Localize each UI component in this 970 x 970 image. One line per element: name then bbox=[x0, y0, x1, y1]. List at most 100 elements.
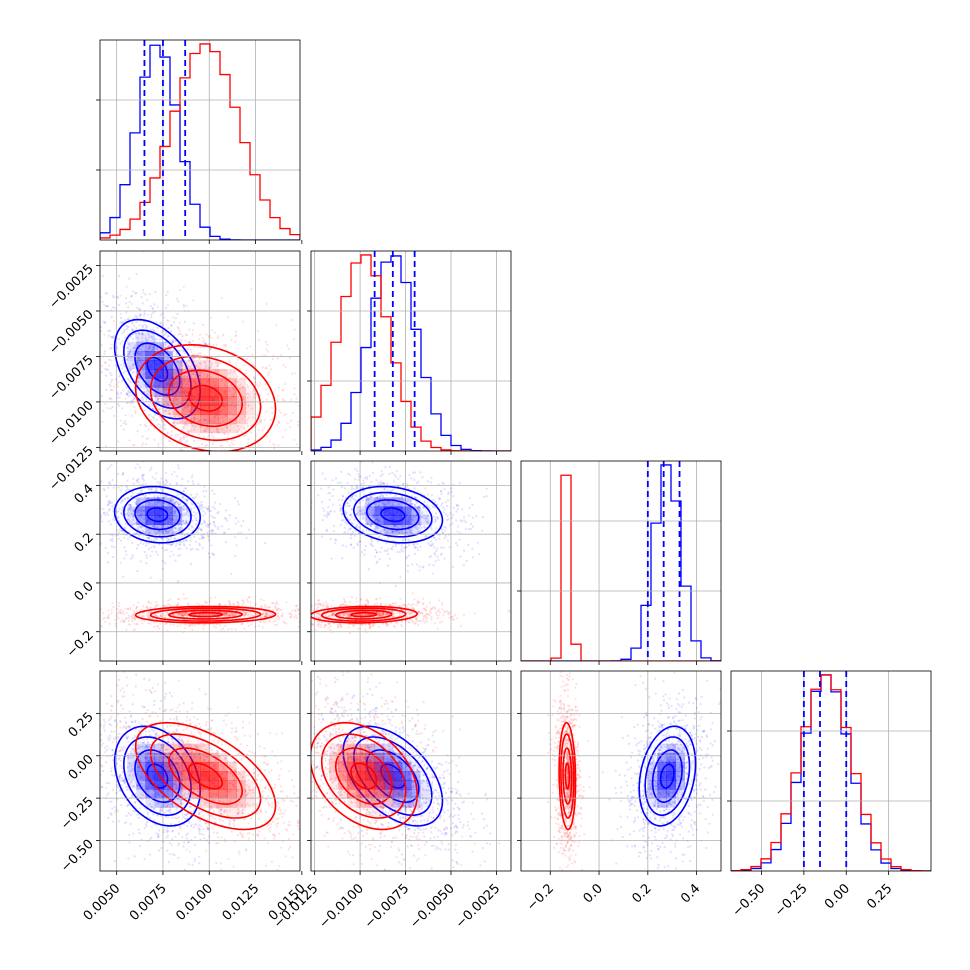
density-bin bbox=[145, 351, 155, 361]
sample-point bbox=[350, 508, 354, 512]
sample-point bbox=[364, 511, 367, 514]
sample-point bbox=[244, 613, 247, 616]
sample-point bbox=[130, 332, 134, 335]
sample-point bbox=[184, 487, 187, 490]
scatter-panel-1-0: −0.0125−0.0100−0.0075−0.0050−0.0025 bbox=[46, 250, 319, 494]
sample-point bbox=[341, 557, 344, 560]
sample-point bbox=[184, 611, 187, 614]
sample-point bbox=[112, 306, 115, 309]
sample-point bbox=[364, 518, 367, 521]
sample-point bbox=[129, 504, 132, 507]
sample-point bbox=[203, 375, 206, 378]
sample-point bbox=[150, 461, 152, 463]
sample-point bbox=[165, 530, 168, 533]
sample-point bbox=[126, 607, 130, 610]
sample-point bbox=[261, 366, 264, 369]
sample-point bbox=[266, 393, 269, 396]
panel-content bbox=[311, 251, 511, 451]
sample-point bbox=[128, 535, 131, 539]
sample-point bbox=[442, 546, 445, 550]
sample-point bbox=[157, 408, 160, 411]
sample-point bbox=[160, 503, 163, 506]
sample-point bbox=[141, 442, 145, 445]
sample-point bbox=[210, 514, 213, 517]
sample-point bbox=[236, 375, 239, 378]
sample-point bbox=[304, 615, 306, 617]
sample-point bbox=[142, 530, 145, 533]
sample-point bbox=[462, 519, 466, 522]
sample-point bbox=[104, 368, 107, 371]
sample-point bbox=[365, 496, 368, 499]
sample-point bbox=[133, 444, 136, 447]
density-bin bbox=[181, 423, 192, 434]
sample-point bbox=[172, 421, 175, 425]
sample-point bbox=[428, 544, 431, 547]
sample-point bbox=[264, 611, 267, 614]
sample-point bbox=[317, 372, 319, 374]
sample-point bbox=[107, 501, 110, 504]
sample-point bbox=[152, 417, 155, 420]
sample-point bbox=[148, 493, 152, 496]
sample-point bbox=[169, 405, 173, 408]
sample-point bbox=[242, 426, 246, 429]
sample-point bbox=[229, 603, 232, 606]
sample-point bbox=[188, 367, 191, 370]
sample-point bbox=[174, 531, 178, 534]
sample-point bbox=[128, 301, 131, 304]
sample-point bbox=[413, 504, 417, 507]
sample-point bbox=[158, 395, 161, 398]
sample-point bbox=[401, 525, 404, 528]
sample-point bbox=[112, 336, 115, 339]
sample-point bbox=[394, 525, 397, 528]
sample-point bbox=[203, 520, 207, 524]
sample-point bbox=[308, 613, 310, 615]
sample-point bbox=[177, 602, 180, 605]
sample-point bbox=[131, 322, 134, 325]
sample-point bbox=[151, 385, 154, 388]
sample-point bbox=[221, 627, 225, 630]
sample-point bbox=[426, 493, 430, 496]
sample-point bbox=[344, 513, 348, 516]
sample-point bbox=[207, 418, 210, 422]
sample-point bbox=[121, 473, 124, 476]
sample-point bbox=[201, 547, 204, 550]
sample-point bbox=[282, 363, 285, 367]
sample-point bbox=[202, 519, 206, 523]
sample-point bbox=[254, 434, 258, 438]
sample-point bbox=[208, 459, 210, 461]
sample-point bbox=[200, 371, 204, 375]
sample-point bbox=[345, 545, 348, 548]
sample-point bbox=[171, 376, 174, 379]
sample-point bbox=[392, 525, 395, 528]
sample-point bbox=[177, 493, 180, 496]
sample-point bbox=[138, 466, 142, 469]
sample-point bbox=[173, 537, 176, 540]
sample-point bbox=[140, 351, 143, 354]
sample-point bbox=[133, 628, 136, 631]
sample-point bbox=[96, 495, 98, 497]
sample-point bbox=[180, 361, 183, 364]
sample-point bbox=[171, 374, 174, 377]
sample-point bbox=[108, 622, 111, 626]
sample-point bbox=[128, 350, 131, 353]
sample-point bbox=[136, 503, 139, 506]
sample-point bbox=[236, 431, 239, 434]
sample-point bbox=[278, 421, 281, 424]
sample-point bbox=[220, 615, 223, 618]
sample-point bbox=[144, 456, 146, 458]
sample-point bbox=[202, 536, 205, 539]
density-bin bbox=[172, 360, 183, 370]
sample-point bbox=[143, 312, 146, 315]
sample-point bbox=[198, 374, 201, 377]
sample-point bbox=[102, 512, 106, 515]
sample-point bbox=[107, 482, 111, 485]
sample-point bbox=[253, 376, 256, 379]
sample-point bbox=[133, 347, 136, 350]
sample-point bbox=[141, 614, 144, 618]
sample-point bbox=[375, 551, 379, 554]
sample-point bbox=[371, 513, 374, 517]
sample-point bbox=[183, 414, 187, 417]
sample-point bbox=[371, 540, 374, 543]
sample-point bbox=[141, 324, 144, 327]
sample-point bbox=[185, 521, 188, 524]
